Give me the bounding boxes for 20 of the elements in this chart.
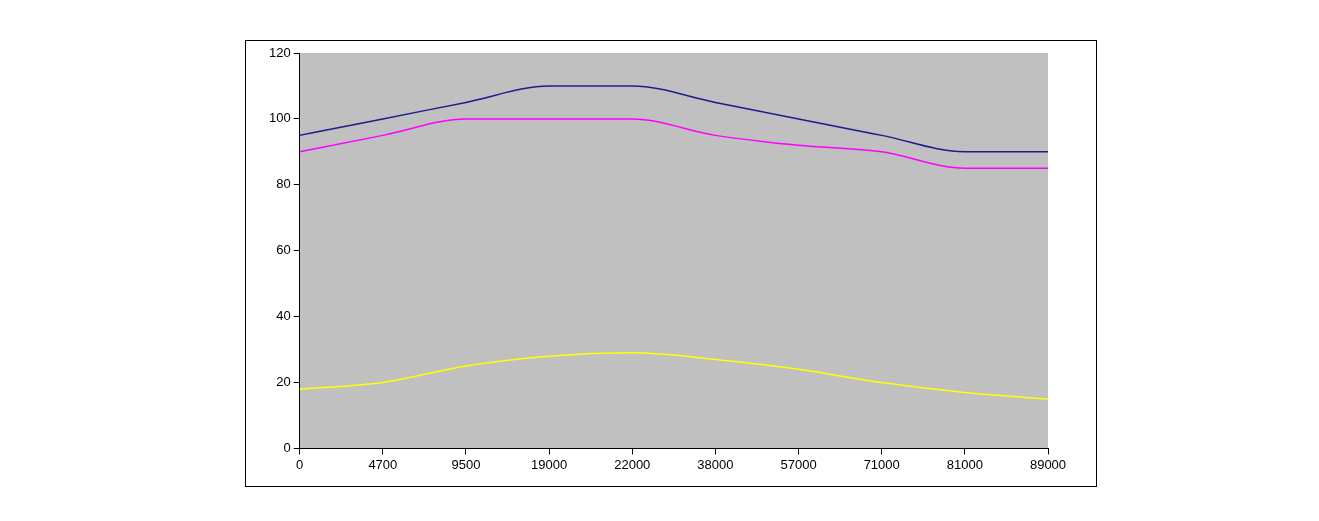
y-tick-label: 20: [276, 374, 291, 390]
line-series: [298, 352, 1049, 400]
x-tick-label: 71000: [863, 456, 900, 472]
x-tick-label: 0: [296, 456, 304, 472]
line-series: [298, 85, 1049, 153]
y-tick-label: 0: [283, 439, 291, 455]
x-tick-label: 89000: [1029, 456, 1067, 472]
x-tick-label: 19000: [531, 456, 568, 472]
x-tick-label: 57000: [780, 456, 817, 472]
y-tick-label: 80: [276, 176, 291, 192]
x-tick-label: 38000: [697, 456, 734, 472]
line-series: [298, 118, 1049, 170]
x-tick-label: 22000: [614, 456, 651, 472]
x-tick-label: 4700: [368, 456, 398, 472]
y-tick-label: 40: [276, 308, 291, 324]
y-tick-label: 100: [268, 110, 291, 126]
y-tick-label: 120: [268, 44, 291, 60]
y-tick-label: 60: [276, 242, 291, 258]
x-tick-label: 9500: [451, 456, 481, 472]
x-tick-label: 81000: [946, 456, 983, 472]
